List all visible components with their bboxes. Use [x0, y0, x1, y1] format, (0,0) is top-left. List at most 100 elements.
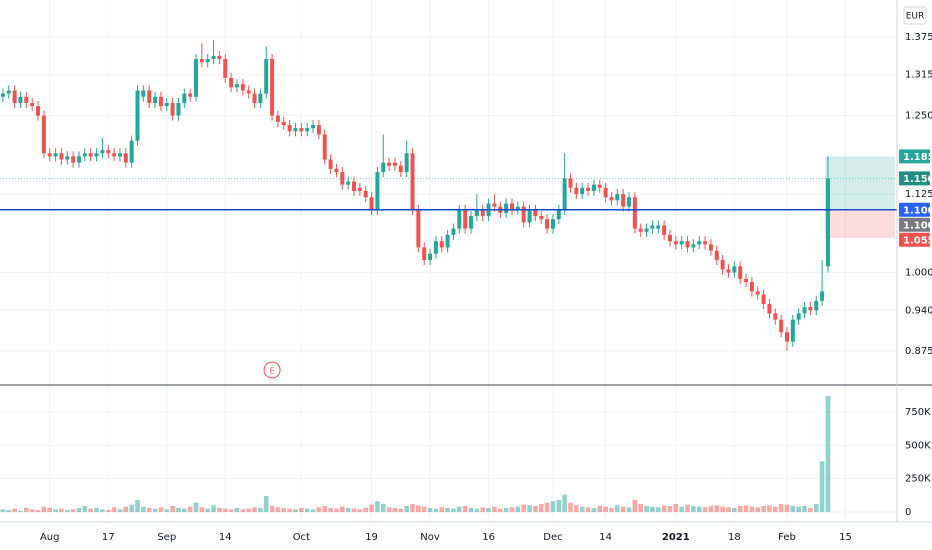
candle-body: [445, 234, 450, 248]
candle-body: [615, 194, 620, 201]
volume-bar: [743, 505, 749, 512]
volume-bar: [0, 509, 6, 512]
x-tick-label: Sep: [157, 532, 176, 543]
volume-bar: [445, 508, 450, 512]
volume-bar: [796, 506, 801, 512]
volume-bar: [714, 505, 720, 512]
volume-bar: [538, 504, 544, 512]
earnings-label: E: [270, 367, 275, 376]
candle-body: [88, 153, 93, 157]
candle-body: [205, 59, 210, 63]
candle-body: [53, 153, 58, 157]
candle-body: [352, 181, 357, 191]
candle-body: [428, 253, 433, 261]
price-label-box: [899, 232, 930, 247]
candle-body: [322, 134, 327, 160]
volume-bar: [129, 504, 134, 512]
candle-body: [808, 307, 813, 311]
volume-bar: [228, 509, 234, 512]
x-tick-label: 14: [599, 532, 612, 543]
volume-bar: [123, 506, 129, 512]
volume-bar: [515, 506, 521, 512]
candle-body: [170, 103, 175, 116]
volume-bar: [433, 508, 439, 512]
volume-bar: [615, 505, 620, 512]
candle-body: [117, 153, 122, 157]
volume-bar: [591, 508, 597, 512]
candle-body: [264, 59, 269, 94]
candle-body: [41, 115, 46, 154]
volume-bar: [29, 509, 35, 512]
volume-tick-label: 250K: [905, 474, 931, 485]
candle-body: [802, 307, 807, 314]
volume-bar: [76, 508, 82, 512]
volume-bar: [667, 506, 673, 512]
x-tick-label: Oct: [293, 532, 310, 543]
candle-body: [638, 228, 643, 232]
candle-body: [141, 90, 146, 97]
candle-body: [59, 153, 64, 160]
candle-body: [667, 234, 672, 242]
x-tick-label: Feb: [778, 532, 796, 543]
position-profit: [824, 156, 895, 210]
candle-body: [147, 90, 152, 104]
candle-body: [580, 187, 585, 195]
candle-body: [275, 115, 280, 122]
volume-bar: [398, 508, 404, 512]
volume-bar: [778, 504, 784, 512]
candle-body: [621, 194, 626, 207]
candle-body: [182, 93, 187, 104]
price-label-box: [899, 217, 930, 232]
volume-bar: [457, 506, 462, 512]
volume-bar: [702, 507, 708, 512]
volume-bar: [544, 502, 550, 512]
volume-bar: [679, 506, 684, 512]
volume-bar: [392, 508, 398, 512]
volume-bar: [363, 508, 369, 512]
volume-tick-label: 500K: [905, 440, 931, 451]
candle-body: [773, 313, 778, 320]
volume-bar: [117, 509, 123, 512]
candle-body: [568, 178, 573, 188]
volume-bar: [784, 504, 790, 512]
candle-body: [527, 209, 532, 223]
volume-bar: [345, 508, 351, 512]
volume-bar: [527, 505, 532, 512]
candle-body: [521, 206, 526, 223]
candle-body: [586, 187, 591, 191]
volume-bar: [310, 509, 316, 512]
candle-body: [346, 181, 351, 185]
x-tick-label: 15: [839, 532, 852, 543]
volume-bar: [322, 506, 328, 512]
candle-body: [94, 153, 99, 157]
candle-body: [305, 128, 310, 132]
candle-body: [451, 228, 456, 235]
volume-bar: [696, 506, 702, 512]
volume-bar: [813, 504, 819, 512]
volume-bar: [626, 507, 632, 512]
candle-body: [784, 332, 789, 342]
volume-bar: [234, 508, 240, 512]
x-tick-label: 17: [102, 532, 115, 543]
volume-bar: [158, 507, 164, 512]
x-tick-label: 16: [482, 532, 495, 543]
candle-body: [556, 209, 561, 220]
candle-body: [603, 187, 608, 198]
volume-bar: [421, 506, 427, 512]
candle-body: [574, 187, 579, 195]
currency: EUR: [906, 12, 925, 22]
volume-bar: [375, 501, 380, 512]
candle-body: [316, 124, 321, 135]
y-tick-label: 1.375: [905, 32, 932, 43]
y-tick-label: 1.250: [905, 111, 932, 122]
candle-body: [474, 209, 479, 217]
candle-body: [732, 266, 737, 273]
candle-body: [562, 178, 567, 210]
volume-bar: [673, 504, 679, 512]
volume-bar: [474, 508, 480, 512]
x-tick-label: Nov: [420, 532, 440, 543]
candle-body: [609, 197, 614, 201]
candle-body: [392, 162, 397, 166]
currency-box[interactable]: [903, 6, 927, 25]
candle-body: [293, 128, 298, 132]
